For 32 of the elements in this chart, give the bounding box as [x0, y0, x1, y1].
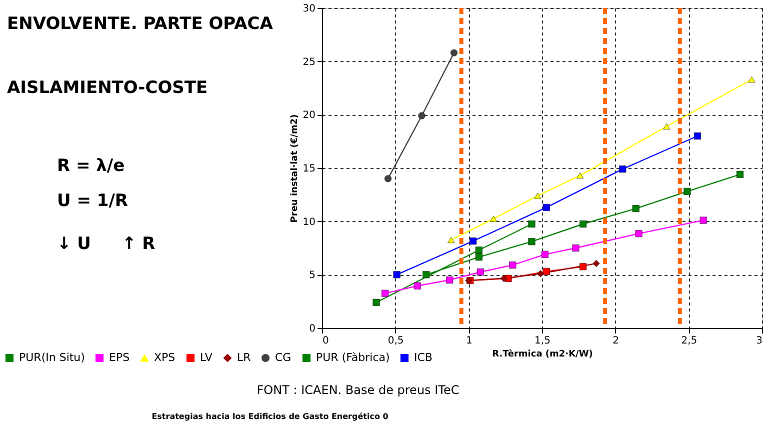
x-axis-title: R.Tèrmica (m2·K/W)	[492, 348, 593, 360]
x-tick-label: 1	[466, 336, 472, 346]
legend-label: CG	[275, 350, 292, 364]
x-tick-label: 0,5	[388, 336, 404, 346]
legend-label: ICB	[414, 350, 432, 364]
text: U = 1/R	[57, 191, 128, 211]
text: FONT : ICAEN. Base de preus ITeC	[256, 383, 460, 397]
x-tick-label: 1,5	[534, 336, 550, 346]
text: Estrategias hacia los Edificios de Gasto Energético 0	[152, 412, 389, 421]
text: R = λ/e	[57, 156, 125, 176]
y-tick-label: 0	[309, 324, 316, 334]
text: AISLAMIENTO-COSTE	[7, 78, 208, 98]
y-tick-label: 10	[302, 216, 316, 228]
legend-label: PUR(In Situ)	[19, 350, 85, 364]
text: ↓ U	[57, 234, 91, 254]
y-tick-label: 15	[302, 164, 316, 174]
text: ↑ R	[122, 234, 156, 254]
x-tick-label: 2,5	[681, 336, 698, 346]
legend-label: LV	[200, 350, 213, 364]
y-tick-label: 20	[302, 110, 316, 122]
y-tick-label: 25	[302, 56, 316, 68]
legend-label: XPS	[154, 351, 176, 364]
x-tick-label: 3	[756, 336, 762, 346]
y-axis-title: Preu instal·lat (€/m2)	[290, 114, 300, 223]
y-tick-label: 5	[309, 270, 316, 282]
y-tick-label: 30	[302, 4, 316, 14]
legend-label: LR	[237, 350, 252, 364]
text: ENVOLVENTE. PARTE OPACA	[7, 14, 274, 34]
legend-label: EPS	[109, 350, 130, 364]
x-tick-label: 0	[322, 336, 329, 346]
x-tick-label: 2	[612, 336, 620, 346]
legend-label: PUR (Fàbrica)	[316, 350, 390, 364]
